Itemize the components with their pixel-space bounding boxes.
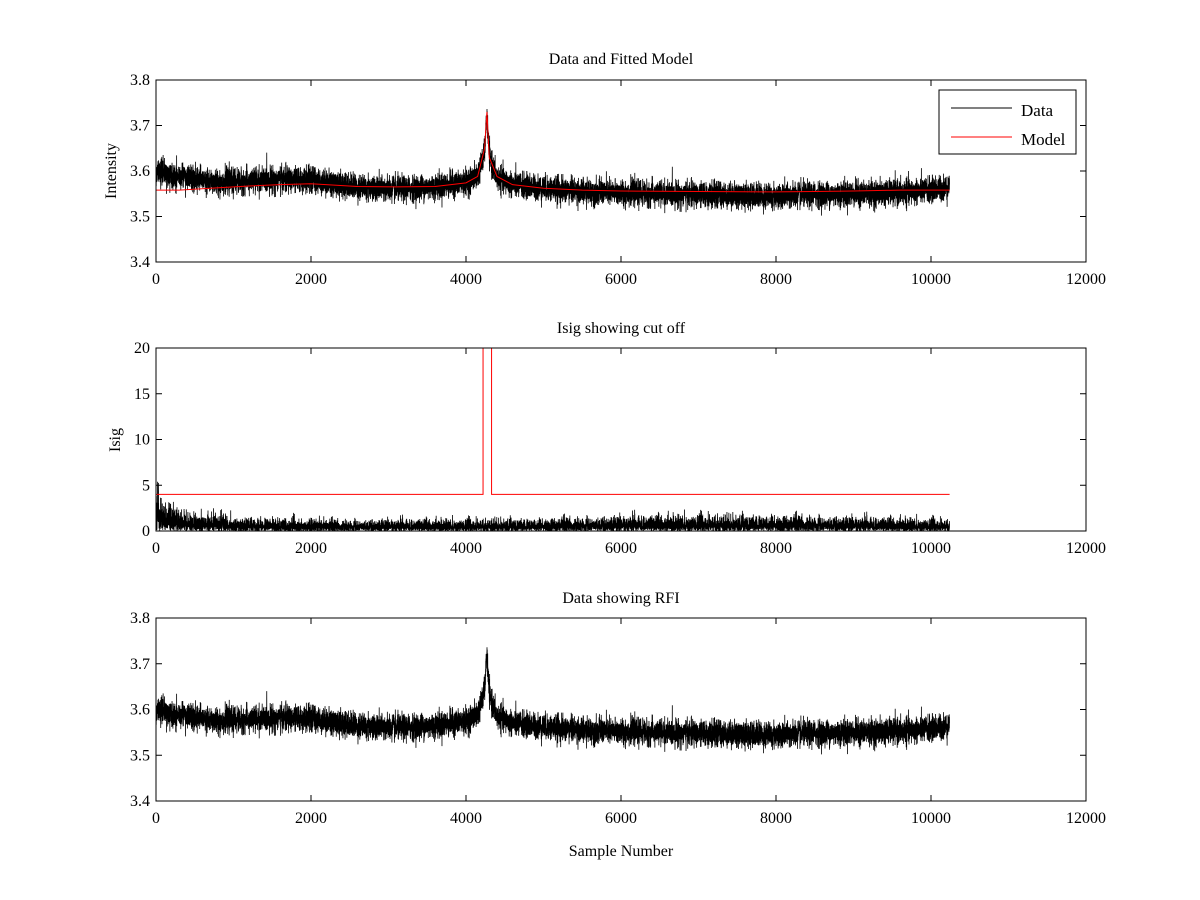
panel-2-plot-area	[156, 348, 950, 531]
series-model-line	[156, 111, 950, 193]
series-isig-line	[156, 481, 950, 531]
x-tick-label: 2000	[295, 540, 327, 557]
x-tick-label: 10000	[911, 810, 951, 827]
panel-data-showing-rfi: Data showing RFI Sample Number 0 2000 4000…	[130, 590, 1106, 860]
x-tick-label: 4000	[450, 540, 482, 557]
x-tick-label: 12000	[1066, 810, 1106, 827]
y-tick-label: 3.8	[130, 610, 150, 627]
x-tick-label: 0	[152, 810, 160, 827]
x-tick-label: 0	[152, 540, 160, 557]
y-tick-label: 3.4	[130, 254, 150, 271]
y-tick-label: 3.7	[130, 656, 150, 673]
panel-3-plot-area	[156, 647, 950, 755]
x-tick-label: 6000	[605, 810, 637, 827]
panel-2-axes-box	[155, 347, 1087, 532]
y-tick-label: 3.8	[130, 72, 150, 89]
panel-1-ticks: 0 2000 4000 6000 8000 10000 12000 3.4 3.5 3.6 3.7 3…	[130, 72, 1106, 288]
panel-isig-cut-off: Isig showing cut off Isig 0 2000 4000 6000 8…	[107, 320, 1106, 557]
series-data-line	[156, 647, 950, 755]
y-tick-label: 3.7	[130, 118, 150, 135]
x-tick-label: 12000	[1066, 540, 1106, 557]
y-tick-label: 3.5	[130, 209, 150, 226]
x-tick-label: 2000	[295, 271, 327, 288]
x-tick-label: 10000	[911, 271, 951, 288]
legend: Data Model	[938, 89, 1077, 155]
legend-data-label: Data	[1021, 101, 1054, 120]
panel-1-y-label: Intensity	[103, 143, 120, 199]
series-cut-off-line	[156, 348, 950, 495]
y-tick-label: 10	[134, 432, 150, 449]
panel-1-plot-area	[156, 109, 950, 216]
panel-3-x-label: Sample Number	[569, 843, 674, 860]
panel-2-title: Isig showing cut off	[557, 320, 686, 337]
y-tick-label: 0	[142, 523, 150, 540]
x-tick-label: 8000	[760, 810, 792, 827]
y-tick-label: 5	[142, 477, 150, 494]
x-tick-label: 12000	[1066, 271, 1106, 288]
x-tick-label: 2000	[295, 810, 327, 827]
x-tick-label: 8000	[760, 271, 792, 288]
y-tick-label: 20	[134, 340, 150, 357]
x-tick-label: 4000	[450, 810, 482, 827]
panel-1-title: Data and Fitted Model	[549, 51, 694, 68]
x-tick-label: 0	[152, 271, 160, 288]
panel-3-axes-box	[155, 617, 1087, 802]
x-tick-label: 4000	[450, 271, 482, 288]
x-tick-label: 10000	[911, 540, 951, 557]
legend-model-label: Model	[1021, 130, 1066, 149]
panel-2-y-label: Isig	[107, 428, 124, 452]
panel-data-and-model: Data and Fitted Model Intensity 0 2000 400…	[103, 51, 1106, 288]
x-tick-label: 6000	[605, 540, 637, 557]
x-tick-label: 8000	[760, 540, 792, 557]
y-tick-label: 3.6	[130, 163, 150, 180]
y-tick-label: 3.6	[130, 702, 150, 719]
panel-3-title: Data showing RFI	[562, 590, 679, 607]
y-tick-label: 15	[134, 386, 150, 403]
panel-2-ticks: 0 2000 4000 6000 8000 10000 12000 0 5 10 15 20	[134, 340, 1106, 557]
legend-box	[938, 89, 1077, 155]
x-tick-label: 6000	[605, 271, 637, 288]
y-tick-label: 3.4	[130, 793, 150, 810]
panel-1-axes-box	[155, 79, 1087, 263]
y-tick-label: 3.5	[130, 747, 150, 764]
